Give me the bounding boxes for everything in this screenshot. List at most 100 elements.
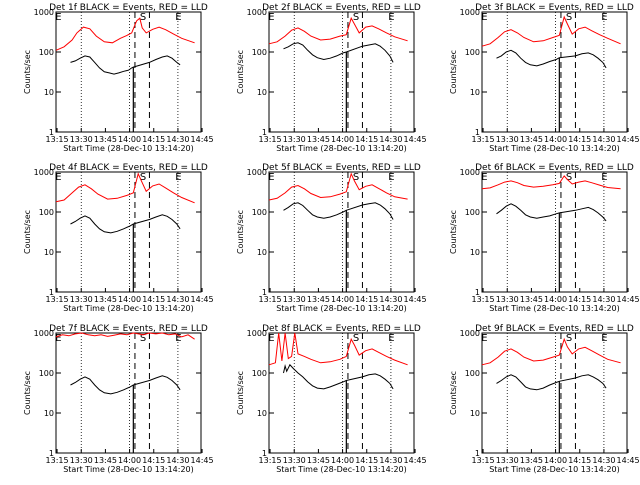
x-tick-label: 14:15 (568, 456, 591, 465)
x-tick-label: 14:45 (191, 456, 214, 465)
x-tick-label: 14:00 (331, 456, 354, 465)
x-tick-label: 14:45 (191, 295, 214, 304)
y-tick-label: 1000 (247, 8, 267, 17)
chart-panel-5: Det 5f BLACK = Events, RED = LLD 1 10 100 10… (236, 163, 427, 313)
event-marker: E (481, 333, 487, 344)
event-marker: S (566, 172, 572, 183)
event-marker: S (140, 333, 146, 344)
series-line-lld (481, 175, 621, 190)
x-tick-label: 14:45 (191, 135, 214, 144)
y-tick-label: 10 (470, 409, 480, 418)
series-line-lld (268, 16, 408, 45)
y-tick-label: 100 (252, 48, 267, 57)
y-axis-label: Counts/sec (236, 210, 245, 254)
y-axis-label: Counts/sec (236, 371, 245, 415)
chart-panel-8: Det 8f BLACK = Events, RED = LLD 1 10 100 10… (236, 324, 427, 474)
chart-panel-9: Det 9f BLACK = Events, RED = LLD 1 10 100 10… (449, 324, 640, 474)
x-axis-label: Start Time (28-Dec-10 13:14:20) (63, 304, 194, 313)
event-marker: S (566, 333, 572, 344)
x-axis-label: Start Time (28-Dec-10 13:14:20) (276, 304, 407, 313)
y-tick-label: 100 (39, 369, 54, 378)
x-tick-label: 13:30 (496, 456, 519, 465)
x-tick-label: 14:15 (355, 456, 378, 465)
x-tick-label: 13:15 (259, 456, 282, 465)
plot-frame (268, 11, 415, 133)
y-tick-label: 100 (252, 369, 267, 378)
y-tick-label: 1 (262, 449, 267, 458)
x-axis-label: Start Time (28-Dec-10 13:14:20) (276, 144, 407, 153)
x-axis-label: Start Time (28-Dec-10 13:14:20) (489, 304, 620, 313)
event-marker: E (55, 172, 61, 183)
x-tick-label: 13:15 (46, 135, 69, 144)
chart-panel-1: Det 1f BLACK = Events, RED = LLD 1 10 100 10… (23, 3, 214, 153)
x-tick-label: 14:30 (379, 295, 402, 304)
x-tick-label: 13:45 (94, 295, 117, 304)
x-tick-label: 14:00 (331, 295, 354, 304)
y-tick-label: 1000 (34, 329, 54, 338)
series-line-events (496, 49, 607, 69)
x-tick-label: 14:45 (404, 456, 427, 465)
y-tick-label: 1 (475, 128, 480, 137)
event-marker: E (175, 333, 181, 344)
x-tick-label: 14:00 (118, 456, 141, 465)
y-tick-label: 1 (49, 288, 54, 297)
plot-frame (268, 171, 415, 293)
event-marker: E (175, 12, 181, 23)
x-tick-label: 13:30 (283, 135, 306, 144)
y-axis-label: Counts/sec (449, 50, 458, 94)
series-line-lld (268, 172, 408, 201)
x-axis-label: Start Time (28-Dec-10 13:14:20) (63, 465, 194, 474)
x-tick-label: 14:00 (544, 295, 567, 304)
y-tick-label: 1 (49, 449, 54, 458)
y-axis-label: Counts/sec (23, 371, 32, 415)
y-tick-label: 1000 (34, 168, 54, 177)
x-tick-label: 14:30 (166, 456, 189, 465)
x-axis-label: Start Time (28-Dec-10 13:14:20) (489, 144, 620, 153)
x-tick-label: 13:15 (259, 295, 282, 304)
x-tick-label: 14:45 (404, 135, 427, 144)
series-line-events (283, 42, 394, 63)
chart-title: Det 1f BLACK = Events, RED = LLD (49, 3, 208, 13)
plot-frame (481, 332, 628, 454)
x-tick-label: 13:30 (70, 295, 93, 304)
event-marker: E (268, 333, 274, 344)
x-tick-label: 14:30 (592, 135, 615, 144)
y-tick-label: 1000 (247, 168, 267, 177)
chart-title: Det 2f BLACK = Events, RED = LLD (262, 3, 421, 13)
chart-title: Det 3f BLACK = Events, RED = LLD (475, 3, 634, 13)
y-tick-label: 10 (257, 409, 267, 418)
x-tick-label: 13:15 (472, 456, 495, 465)
chart-panel-3: Det 3f BLACK = Events, RED = LLD 1 10 100 10… (449, 3, 640, 153)
event-marker: S (140, 12, 146, 23)
event-marker: S (566, 12, 572, 23)
event-marker: E (601, 333, 607, 344)
chart-panel-7: Det 7f BLACK = Events, RED = LLD 1 10 100 10… (23, 324, 214, 474)
x-tick-label: 13:15 (472, 295, 495, 304)
event-marker: E (55, 12, 61, 23)
x-tick-label: 14:15 (568, 135, 591, 144)
x-axis-label: Start Time (28-Dec-10 13:14:20) (276, 465, 407, 474)
plot-frame (55, 11, 202, 133)
chart-title: Det 6f BLACK = Events, RED = LLD (475, 163, 634, 173)
x-tick-label: 14:00 (544, 135, 567, 144)
y-tick-label: 10 (44, 88, 54, 97)
event-marker: S (140, 172, 146, 183)
x-tick-label: 14:15 (142, 295, 165, 304)
x-tick-label: 14:45 (617, 456, 640, 465)
y-tick-label: 1000 (460, 8, 480, 17)
x-tick-label: 14:00 (118, 295, 141, 304)
x-axis-label: Start Time (28-Dec-10 13:14:20) (489, 465, 620, 474)
x-tick-label: 13:30 (496, 135, 519, 144)
event-marker: E (601, 172, 607, 183)
series-line-events (70, 375, 181, 395)
plot-frame (55, 171, 202, 293)
x-tick-label: 14:15 (355, 135, 378, 144)
x-tick-label: 13:30 (283, 456, 306, 465)
event-marker: E (388, 333, 394, 344)
chart-title: Det 7f BLACK = Events, RED = LLD (49, 324, 208, 334)
chart-panel-2: Det 2f BLACK = Events, RED = LLD 1 10 100 10… (236, 3, 427, 153)
y-tick-label: 10 (44, 409, 54, 418)
y-tick-label: 1000 (460, 168, 480, 177)
x-tick-label: 13:45 (520, 456, 543, 465)
